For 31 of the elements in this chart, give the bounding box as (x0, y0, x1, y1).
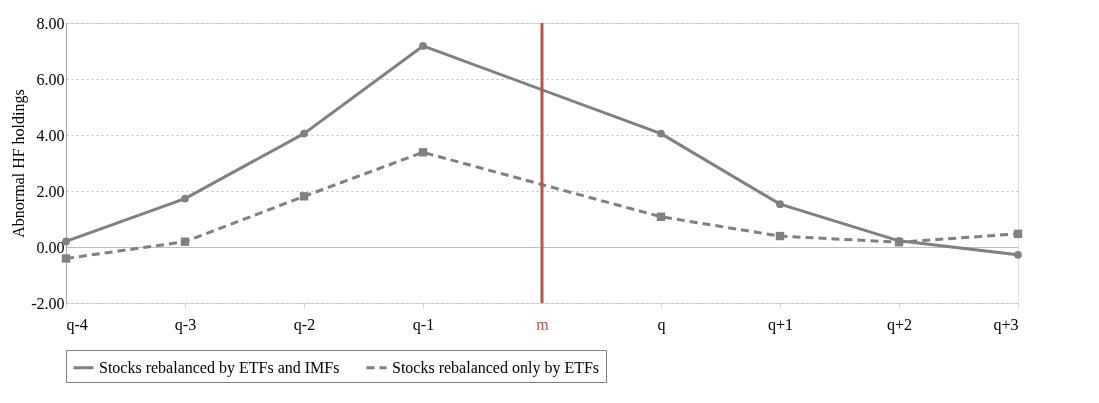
legend-label: Stocks rebalanced only by ETFs (392, 358, 600, 377)
x-tick-label: q-1 (412, 315, 435, 334)
y-axis-title: Abnormal HF holdings (10, 89, 29, 238)
x-tick-label: q-4 (66, 315, 88, 334)
x-tick-label: q+3 (993, 315, 1019, 334)
point (299, 192, 309, 201)
point (180, 237, 190, 246)
x-tick-label: q+1 (767, 315, 794, 334)
legend-label: Stocks rebalanced by ETFs and IMFs (99, 358, 340, 377)
y-tick-label: 2.00 (36, 182, 65, 200)
y-tick-label: 8.00 (36, 14, 65, 32)
x-tick-label: m (536, 315, 550, 333)
point (775, 231, 785, 241)
point (418, 148, 428, 157)
point (1013, 229, 1023, 239)
point (657, 129, 665, 138)
point (776, 200, 784, 209)
y-tick-label: 0.00 (36, 238, 65, 256)
y-tick-label: -2.00 (31, 294, 65, 312)
point (61, 254, 71, 263)
point (656, 212, 666, 221)
point (419, 42, 427, 50)
x-tick-label: q-2 (293, 315, 316, 334)
x-tick-label: q+2 (886, 315, 913, 334)
x-tick-label: q (657, 315, 666, 334)
point (300, 129, 308, 138)
point (1014, 250, 1022, 259)
x-tick-label: q-3 (174, 315, 197, 334)
y-tick-label: 6.00 (36, 70, 65, 88)
y-tick-label: 4.00 (36, 126, 65, 144)
point (181, 194, 189, 203)
